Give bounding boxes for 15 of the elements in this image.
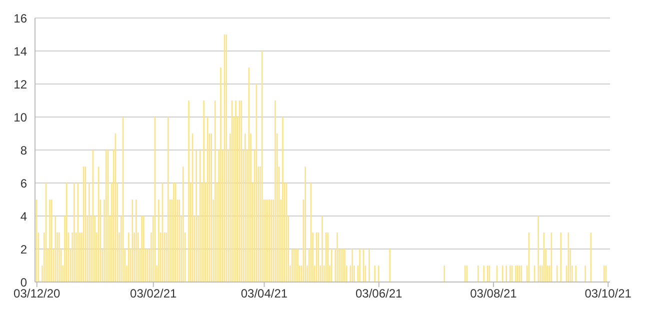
x-tick-label: 03/10/21: [584, 286, 632, 301]
x-tick-label: 03/06/21: [356, 286, 403, 301]
y-tick-label: 0: [20, 275, 28, 290]
y-tick-label: 10: [14, 110, 28, 124]
y-tick-label: 2: [20, 242, 28, 256]
y-tick-label: 6: [20, 176, 28, 190]
x-tick-label: 03/12/20: [14, 286, 61, 301]
y-tick-label: 16: [14, 11, 28, 26]
x-tick-label: 03/08/21: [470, 286, 518, 301]
x-tick-label: 03/02/21: [130, 286, 178, 301]
y-tick-label: 8: [20, 143, 28, 158]
y-tick-label: 14: [14, 44, 28, 58]
y-tick-label: 12: [14, 77, 28, 92]
x-tick-label: 03/04/21: [240, 286, 288, 301]
y-tick-label: 4: [20, 209, 28, 224]
